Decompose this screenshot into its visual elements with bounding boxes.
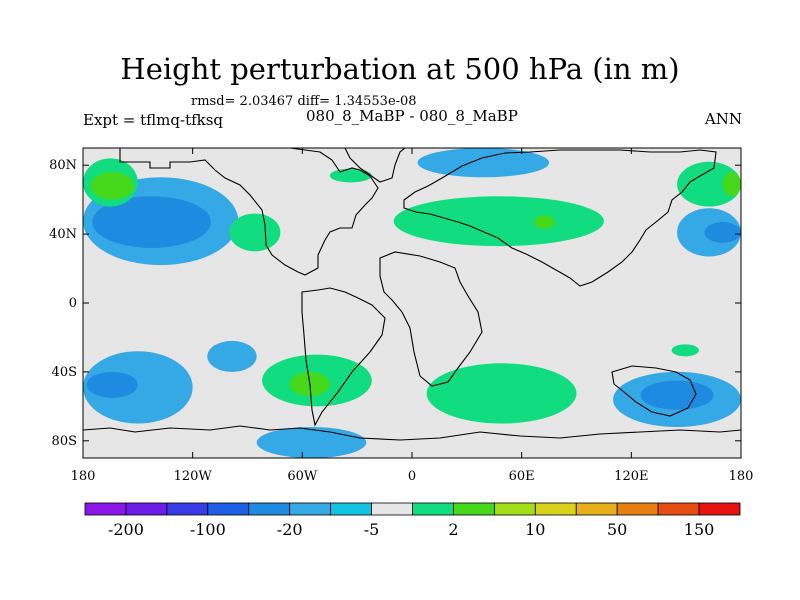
colorbar-swatch [698, 502, 741, 516]
colorbar-label: -100 [190, 520, 226, 539]
contour-region-6 [329, 168, 372, 183]
colorbar: -200 -100 -20 -5 2 10 50 150 [84, 502, 741, 539]
colorbar-swatch [412, 502, 454, 516]
colorbar-label: -200 [108, 520, 144, 539]
coast-australia [611, 365, 697, 417]
colorbar-label: 150 [684, 520, 715, 539]
y-tick-label: 0 [69, 296, 77, 311]
chart-title: Height perturbation at 500 hPa (in m) [120, 52, 680, 86]
colorbar-swatch [493, 502, 536, 516]
colorbar-swatch [248, 502, 291, 516]
colorbar-label: -5 [364, 520, 380, 539]
coast-greenland [344, 147, 406, 183]
contour-region-2 [92, 196, 211, 248]
contour-region-15 [86, 371, 138, 398]
x-tick-label: 60W [287, 469, 318, 484]
y-axis: 80N 40N 0 40S 80S [49, 158, 741, 449]
x-tick-label: 180 [729, 469, 754, 484]
colorbar-swatch [166, 502, 209, 516]
colorbar-label: 2 [448, 520, 458, 539]
colorbar-swatch [125, 502, 168, 516]
coast-africa [379, 251, 483, 387]
colorbar-swatch [657, 502, 700, 516]
contour-region-9 [417, 148, 550, 178]
contour-region-23 [671, 344, 699, 357]
y-tick-label: 80N [49, 158, 77, 173]
x-axis: 180 120W 60W 0 60E 120E 180 [71, 148, 754, 484]
colorbar-label: -20 [277, 520, 303, 539]
stats-line: rmsd= 2.03467 diff= 1.34553e-08 [191, 94, 417, 109]
contour-region-20 [256, 427, 367, 458]
contour-region-19 [426, 363, 577, 424]
contour-region-16 [207, 340, 257, 372]
chart-subtitle: 080_8_MaBP - 080_8_MaBP [306, 107, 518, 125]
contour-region-8 [534, 215, 555, 229]
colorbar-swatch [616, 502, 659, 516]
contour-region-11 [722, 172, 741, 197]
contour-region-10 [677, 161, 742, 207]
colorbar-swatch [330, 502, 372, 516]
contour-regions [83, 148, 742, 458]
y-tick-label: 40N [49, 227, 77, 242]
colorbar-swatch [289, 502, 332, 516]
x-tick-label: 60E [509, 469, 535, 484]
experiment-label: Expt = tflmq-tfksq [83, 111, 224, 129]
x-tick-label: 0 [408, 469, 416, 484]
coast-north-america [119, 147, 379, 276]
coast-antarctica [82, 425, 742, 441]
x-tick-label: 120W [174, 469, 213, 484]
coastlines [82, 147, 742, 441]
coast-eurasia [403, 149, 717, 287]
colorbar-label: 50 [607, 520, 627, 539]
y-tick-label: 40S [52, 365, 77, 380]
contour-region-22 [640, 380, 714, 410]
colorbar-swatch [575, 502, 618, 516]
contour-region-7 [393, 196, 604, 247]
colorbar-label: 10 [525, 520, 545, 539]
colorbar-swatch [84, 502, 127, 516]
x-tick-label: 120E [614, 469, 648, 484]
coast-south-america [301, 287, 386, 427]
colorbar-swatch [453, 502, 495, 516]
season-label: ANN [704, 110, 742, 128]
colorbar-swatch [371, 502, 413, 516]
colorbar-swatch [534, 502, 577, 516]
contour-region-4 [90, 172, 135, 200]
colorbar-swatch [207, 502, 250, 516]
contour-region-13 [704, 222, 741, 243]
contour-region-5 [229, 213, 281, 252]
x-tick-label: 180 [71, 469, 96, 484]
y-tick-label: 80S [52, 434, 77, 449]
contour-region-14 [83, 351, 193, 424]
